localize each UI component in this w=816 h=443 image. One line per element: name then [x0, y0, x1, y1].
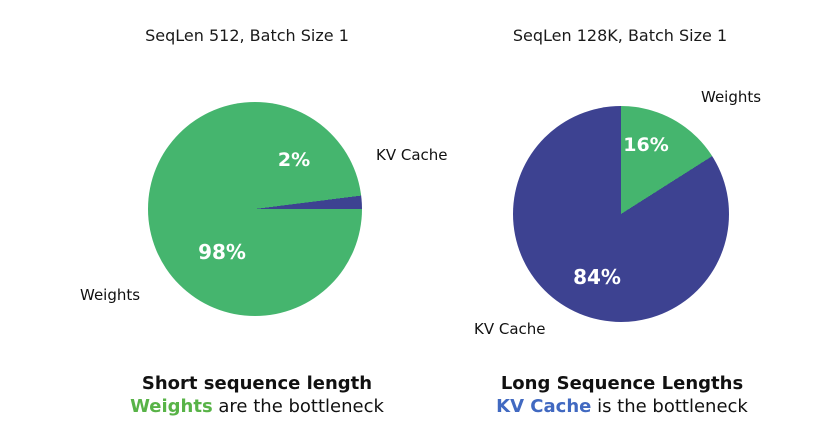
chart-title-right: SeqLen 128K, Batch Size 1 [512, 26, 728, 45]
pct-label-kv-right: 84% [573, 265, 621, 289]
caption-long-seq: Long Sequence Lengths KV Cache is the bo… [452, 372, 792, 418]
caption-rest-right: is the bottleneck [591, 396, 748, 417]
pie-long-seq [513, 106, 729, 322]
slice-label-weights-left: Weights [80, 286, 141, 304]
pct-label-weights-left: 98% [198, 240, 246, 264]
caption-text-right: KV Cache is the bottleneck [452, 395, 792, 418]
caption-rest-left: are the bottleneck [212, 396, 384, 417]
slice-label-kv-cache-right: KV Cache [474, 320, 546, 338]
slice-label-kv-cache-left: KV Cache [376, 146, 448, 164]
caption-highlight-kv-cache: KV Cache [496, 396, 592, 417]
chart-title-left: SeqLen 512, Batch Size 1 [145, 26, 349, 45]
caption-title-right: Long Sequence Lengths [500, 373, 744, 394]
caption-text-left: Weights are the bottleneck [87, 395, 427, 418]
caption-highlight-weights: Weights [130, 396, 213, 417]
pct-label-weights-right: 16% [623, 134, 669, 156]
slice-label-weights-right: Weights [701, 88, 762, 106]
caption-title-left: Short sequence length [141, 373, 373, 394]
pct-label-kv-left: 2% [277, 149, 311, 171]
pie-short-seq [148, 102, 362, 316]
caption-short-seq: Short sequence length Weights are the bo… [87, 372, 427, 418]
